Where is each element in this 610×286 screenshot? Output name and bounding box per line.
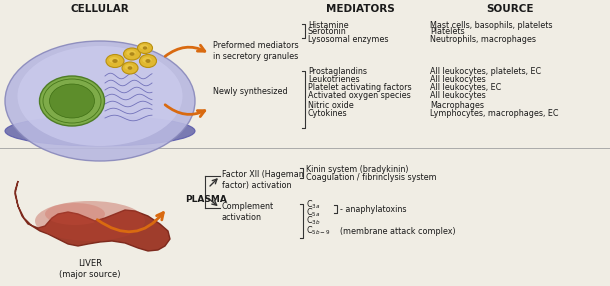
Text: C$_{3a}$: C$_{3a}$ (306, 199, 320, 211)
Ellipse shape (35, 201, 145, 241)
Text: Platelets: Platelets (430, 27, 465, 37)
Text: Complement
activation: Complement activation (222, 202, 274, 223)
Ellipse shape (137, 43, 152, 53)
Text: All leukocytes: All leukocytes (430, 92, 486, 100)
Text: Lysosomal enzymes: Lysosomal enzymes (308, 35, 389, 43)
Ellipse shape (18, 46, 182, 146)
Ellipse shape (142, 57, 152, 63)
Ellipse shape (5, 41, 195, 161)
Text: C$_{3b}$: C$_{3b}$ (306, 215, 320, 227)
Ellipse shape (109, 57, 119, 63)
Text: Histamine: Histamine (308, 21, 349, 29)
Ellipse shape (123, 48, 140, 60)
Text: Nitric oxide: Nitric oxide (308, 100, 354, 110)
Text: Newly synthesized: Newly synthesized (213, 86, 288, 96)
Text: Kinin system (bradykinin): Kinin system (bradykinin) (306, 164, 409, 174)
Text: CELLULAR: CELLULAR (71, 4, 129, 14)
Ellipse shape (5, 116, 195, 146)
Ellipse shape (129, 52, 135, 56)
Text: Activated oxygen species: Activated oxygen species (308, 92, 411, 100)
Ellipse shape (112, 59, 118, 63)
Text: Neutrophils, macrophages: Neutrophils, macrophages (430, 35, 536, 43)
Text: Platelet activating factors: Platelet activating factors (308, 84, 412, 92)
Ellipse shape (126, 50, 135, 56)
Text: All leukocytes, EC: All leukocytes, EC (430, 84, 501, 92)
Text: Cytokines: Cytokines (308, 108, 348, 118)
Text: Prostaglandins: Prostaglandins (308, 67, 367, 76)
Text: All leukocytes, platelets, EC: All leukocytes, platelets, EC (430, 67, 541, 76)
Text: C$_{5a}$: C$_{5a}$ (306, 207, 320, 219)
Ellipse shape (143, 46, 147, 50)
Polygon shape (15, 181, 170, 251)
Text: SOURCE: SOURCE (486, 4, 534, 14)
Text: Mast cells, basophils, platelets: Mast cells, basophils, platelets (430, 21, 553, 29)
Text: - anaphylatoxins: - anaphylatoxins (340, 204, 406, 214)
Text: Lymphocytes, macrophages, EC: Lymphocytes, macrophages, EC (430, 108, 559, 118)
Text: Macrophages: Macrophages (430, 100, 484, 110)
Text: C$_{5b-9}$: C$_{5b-9}$ (306, 225, 331, 237)
Text: PLASMA: PLASMA (185, 194, 227, 204)
Text: Leukotrienes: Leukotrienes (308, 76, 360, 84)
Text: Factor XII (Hageman
factor) activation: Factor XII (Hageman factor) activation (222, 170, 304, 190)
Text: Coagulation / fibrinclysis system: Coagulation / fibrinclysis system (306, 172, 437, 182)
Ellipse shape (49, 84, 95, 118)
Ellipse shape (40, 76, 104, 126)
Text: (membrane attack complex): (membrane attack complex) (340, 227, 456, 235)
Ellipse shape (140, 45, 148, 49)
Ellipse shape (145, 59, 151, 63)
Ellipse shape (124, 64, 134, 70)
Text: MEDIATORS: MEDIATORS (326, 4, 395, 14)
Ellipse shape (140, 55, 157, 67)
Ellipse shape (127, 66, 132, 70)
Text: Serotonin: Serotonin (308, 27, 346, 37)
Ellipse shape (45, 203, 105, 225)
Ellipse shape (106, 55, 124, 67)
Ellipse shape (122, 62, 138, 74)
Text: LIVER
(major source): LIVER (major source) (59, 259, 121, 279)
Text: Preformed mediators
in secretory granules: Preformed mediators in secretory granule… (213, 41, 299, 61)
Text: All leukocytes: All leukocytes (430, 76, 486, 84)
